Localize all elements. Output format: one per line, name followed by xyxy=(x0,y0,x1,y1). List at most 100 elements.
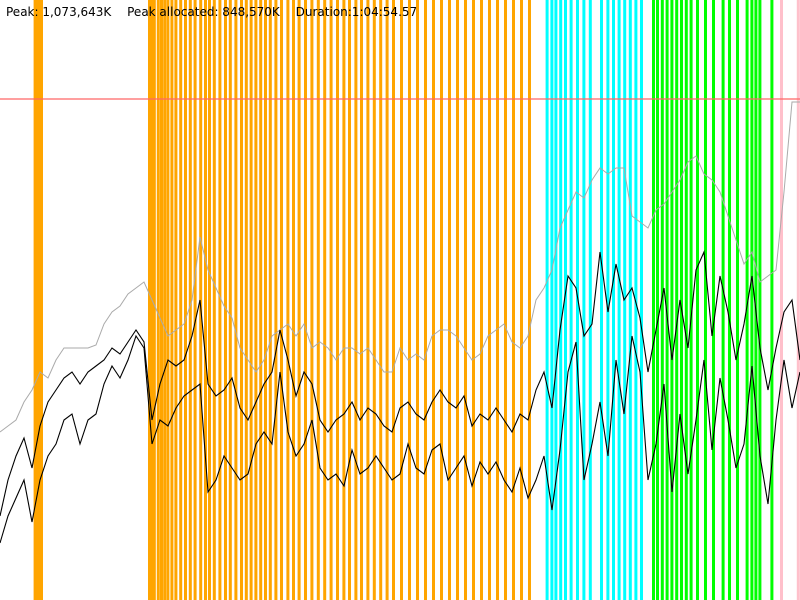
gc-band-green-3 xyxy=(665,0,669,600)
gc-band-orange-20 xyxy=(208,0,211,600)
series-lines xyxy=(0,101,800,544)
gc-band-orange-26 xyxy=(240,0,243,600)
series-allocated-line xyxy=(0,249,800,517)
gc-band-cyan-7 xyxy=(582,0,586,600)
gc-band-orange-47 xyxy=(360,0,363,600)
gc-band-green-10 xyxy=(704,0,707,600)
gc-band-orange-16 xyxy=(188,0,192,600)
gc-band-orange-43 xyxy=(336,0,339,600)
gc-band-orange-32 xyxy=(268,0,272,600)
series-used-line xyxy=(0,334,800,544)
gc-band-cyan-1 xyxy=(550,0,554,600)
gc-band-orange-3 xyxy=(38,0,42,600)
gc-band-cyan-8 xyxy=(588,0,592,600)
gc-band-orange-5 xyxy=(148,0,151,600)
peak-label: Peak: 1,073,643K xyxy=(6,5,112,19)
gc-band-orange-13 xyxy=(174,0,178,600)
gc-band-orange-38 xyxy=(304,0,307,600)
gc-band-orange-0 xyxy=(33,0,37,600)
gc-band-orange-24 xyxy=(228,0,232,600)
gc-band-orange-48 xyxy=(366,0,370,600)
gc-band-orange-69 xyxy=(528,0,531,600)
gc-band-cyan-13 xyxy=(623,0,627,600)
gc-band-orange-49 xyxy=(372,0,376,600)
gc-band-green-19 xyxy=(770,0,774,600)
gc-band-orange-14 xyxy=(179,0,183,600)
gc-band-orange-61 xyxy=(464,0,467,600)
gc-band-orange-62 xyxy=(472,0,475,600)
gc-band-orange-28 xyxy=(249,0,253,600)
gc-band-orange-46 xyxy=(354,0,358,600)
gc-band-orange-36 xyxy=(292,0,295,600)
gc-bands xyxy=(33,0,800,600)
gc-band-orange-64 xyxy=(488,0,491,600)
gc-band-cyan-10 xyxy=(606,0,610,600)
gc-band-orange-1 xyxy=(35,0,39,600)
gc-band-cyan-9 xyxy=(600,0,603,600)
gc-band-pink-1 xyxy=(796,0,800,600)
gc-band-cyan-5 xyxy=(569,0,573,600)
gc-band-orange-68 xyxy=(520,0,523,600)
gc-band-orange-37 xyxy=(297,0,301,600)
gc-band-orange-4 xyxy=(40,0,43,600)
gc-band-orange-55 xyxy=(416,0,419,600)
gc-band-orange-39 xyxy=(310,0,314,600)
gc-band-green-8 xyxy=(689,0,693,600)
gc-band-cyan-12 xyxy=(617,0,621,600)
gc-band-orange-53 xyxy=(400,0,403,600)
gc-band-orange-12 xyxy=(170,0,174,600)
gc-band-orange-19 xyxy=(204,0,207,600)
gc-band-orange-58 xyxy=(440,0,443,600)
gc-band-green-12 xyxy=(721,0,725,600)
stats-header: Peak: 1,073,643K Peak allocated: 848,570… xyxy=(6,4,429,20)
peak-allocated-label: Peak allocated: 848,570K xyxy=(127,5,280,19)
gc-band-orange-11 xyxy=(166,0,170,600)
gc-band-orange-45 xyxy=(348,0,351,600)
gc-band-orange-25 xyxy=(234,0,238,600)
gc-band-orange-41 xyxy=(323,0,327,600)
gc-band-orange-54 xyxy=(408,0,411,600)
gc-band-green-18 xyxy=(758,0,762,600)
gc-band-green-5 xyxy=(675,0,679,600)
gc-band-cyan-2 xyxy=(554,0,558,600)
gc-band-orange-21 xyxy=(212,0,216,600)
gc-band-pink-0 xyxy=(780,0,783,600)
gc-band-cyan-14 xyxy=(628,0,632,600)
gc-band-green-6 xyxy=(680,0,683,600)
gc-band-orange-51 xyxy=(385,0,389,600)
gc-band-orange-63 xyxy=(480,0,483,600)
gc-band-orange-27 xyxy=(244,0,248,600)
gc-band-orange-17 xyxy=(193,0,197,600)
gc-band-orange-44 xyxy=(342,0,346,600)
gc-band-cyan-0 xyxy=(545,0,549,600)
gc-band-green-1 xyxy=(656,0,659,600)
gc-band-orange-67 xyxy=(512,0,515,600)
gc-band-green-0 xyxy=(652,0,655,600)
gc-band-orange-59 xyxy=(448,0,451,600)
gc-band-orange-7 xyxy=(152,0,156,600)
gc-band-orange-33 xyxy=(274,0,278,600)
gc-band-green-13 xyxy=(728,0,731,600)
series-peak-line xyxy=(0,101,800,433)
gc-band-orange-65 xyxy=(496,0,499,600)
gc-band-orange-42 xyxy=(329,0,333,600)
gc-band-orange-15 xyxy=(184,0,187,600)
gc-band-orange-34 xyxy=(280,0,283,600)
gc-band-orange-31 xyxy=(264,0,267,600)
gc-band-green-4 xyxy=(670,0,674,600)
gc-band-green-2 xyxy=(660,0,664,600)
gc-band-orange-10 xyxy=(163,0,167,600)
gc-band-orange-40 xyxy=(316,0,320,600)
gc-band-green-11 xyxy=(712,0,715,600)
gc-band-orange-22 xyxy=(218,0,222,600)
gc-band-orange-35 xyxy=(286,0,290,600)
gc-band-cyan-16 xyxy=(640,0,643,600)
gc-band-orange-66 xyxy=(504,0,507,600)
gc-band-orange-56 xyxy=(424,0,427,600)
gc-band-green-14 xyxy=(736,0,739,600)
gc-band-green-7 xyxy=(684,0,688,600)
gc-band-orange-18 xyxy=(199,0,203,600)
gc-band-cyan-11 xyxy=(612,0,615,600)
gc-band-cyan-3 xyxy=(559,0,563,600)
